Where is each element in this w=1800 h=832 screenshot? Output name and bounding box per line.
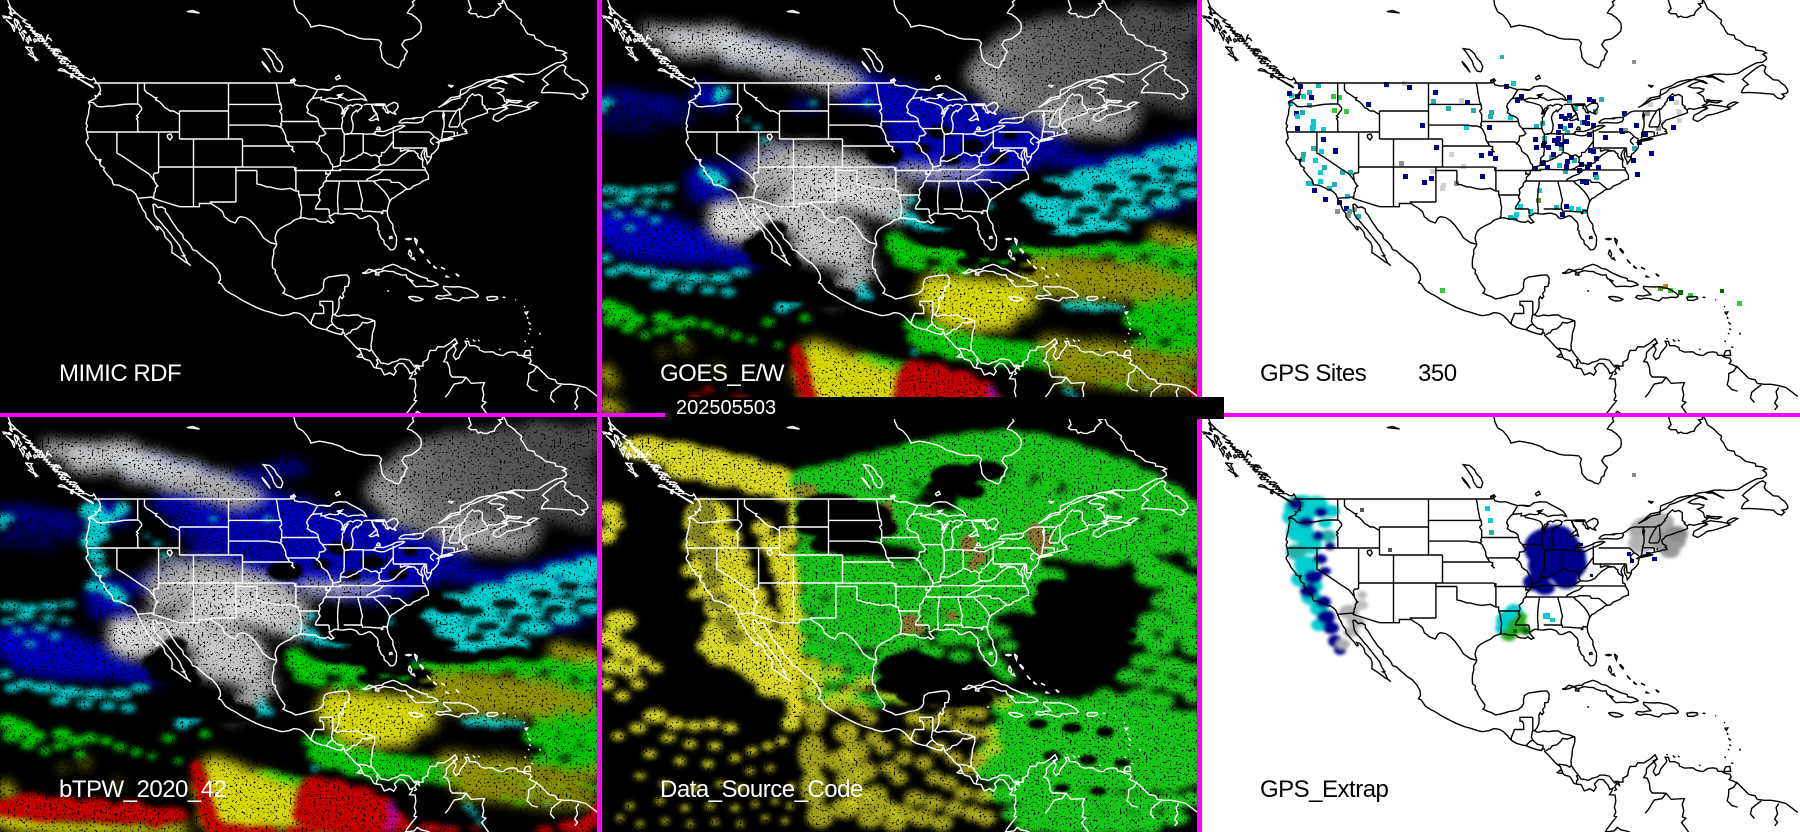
svg-text:Data_Source_Code: Data_Source_Code [660, 776, 863, 803]
svg-text:bTPW_2020_42: bTPW_2020_42 [59, 776, 227, 803]
svg-text:GOES_E/W: GOES_E/W [660, 360, 785, 387]
svg-text:MIMIC RDF: MIMIC RDF [59, 360, 181, 387]
svg-text:202505503: 202505503 [676, 397, 776, 419]
svg-text:350: 350 [1418, 360, 1457, 387]
svg-text:GPS_Extrap: GPS_Extrap [1260, 776, 1389, 803]
svg-text:GPS Sites: GPS Sites [1260, 360, 1367, 387]
